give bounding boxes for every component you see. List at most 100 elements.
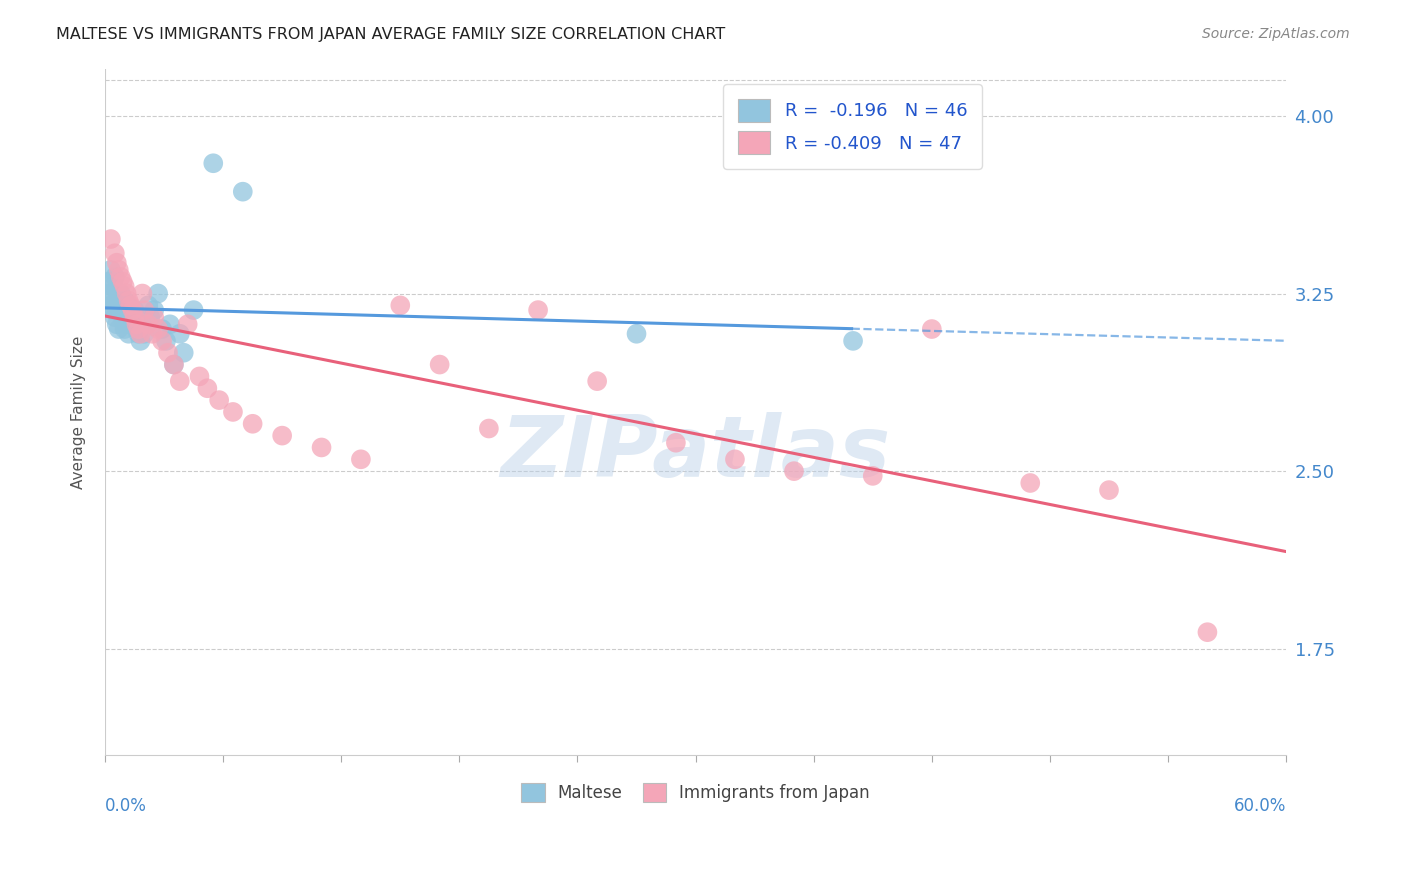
Point — [120, 310, 142, 325]
Y-axis label: Average Family Size: Average Family Size — [72, 335, 86, 489]
Point — [124, 310, 146, 325]
Point — [125, 322, 148, 336]
Point — [100, 263, 122, 277]
Point — [155, 334, 177, 348]
Point — [1098, 483, 1121, 497]
Point — [271, 428, 294, 442]
Point — [110, 269, 132, 284]
Point — [96, 286, 118, 301]
Point — [107, 293, 129, 308]
Legend: Maltese, Immigrants from Japan: Maltese, Immigrants from Japan — [515, 776, 877, 809]
Point — [131, 286, 153, 301]
Point — [124, 303, 146, 318]
Point — [527, 303, 550, 318]
Point — [626, 326, 648, 341]
Point — [183, 303, 205, 318]
Point — [121, 318, 143, 332]
Text: Source: ZipAtlas.com: Source: ZipAtlas.com — [1202, 27, 1350, 41]
Point — [586, 374, 609, 388]
Point — [107, 322, 129, 336]
Point — [783, 464, 806, 478]
Point — [208, 393, 231, 408]
Point — [111, 275, 134, 289]
Point — [101, 279, 124, 293]
Point — [242, 417, 264, 431]
Point — [176, 318, 198, 332]
Point — [143, 310, 166, 325]
Point — [104, 246, 127, 260]
Point — [120, 298, 142, 312]
Point — [111, 298, 134, 312]
Point — [146, 286, 169, 301]
Point — [143, 303, 166, 318]
Point — [136, 318, 159, 332]
Point — [156, 345, 179, 359]
Point — [134, 303, 156, 318]
Point — [121, 303, 143, 318]
Point — [1197, 625, 1219, 640]
Point — [107, 263, 129, 277]
Point — [100, 232, 122, 246]
Point — [125, 318, 148, 332]
Point — [159, 318, 181, 332]
Point — [115, 303, 138, 318]
Point — [136, 298, 159, 312]
Point — [127, 326, 149, 341]
Point — [127, 322, 149, 336]
Point — [110, 286, 132, 301]
Point — [232, 185, 254, 199]
Point — [97, 275, 120, 289]
Point — [188, 369, 211, 384]
Point — [117, 293, 139, 308]
Point — [139, 310, 162, 325]
Point — [105, 256, 128, 270]
Point — [173, 345, 195, 359]
Point — [146, 322, 169, 336]
Point — [100, 298, 122, 312]
Point — [104, 269, 127, 284]
Point — [115, 318, 138, 332]
Point — [134, 326, 156, 341]
Point — [150, 322, 173, 336]
Point — [478, 421, 501, 435]
Point — [150, 334, 173, 348]
Point — [131, 318, 153, 332]
Point — [111, 310, 134, 325]
Text: MALTESE VS IMMIGRANTS FROM JAPAN AVERAGE FAMILY SIZE CORRELATION CHART: MALTESE VS IMMIGRANTS FROM JAPAN AVERAGE… — [56, 27, 725, 42]
Point — [117, 326, 139, 341]
Point — [163, 358, 186, 372]
Point — [665, 435, 688, 450]
Point — [862, 468, 884, 483]
Text: ZIPatlas: ZIPatlas — [501, 411, 891, 495]
Point — [129, 334, 152, 348]
Point — [101, 303, 124, 318]
Point — [429, 358, 451, 372]
Point — [389, 298, 412, 312]
Point — [110, 303, 132, 318]
Text: 60.0%: 60.0% — [1234, 797, 1286, 814]
Point — [104, 310, 127, 325]
Point — [114, 322, 136, 336]
Point — [921, 322, 943, 336]
Point — [724, 452, 747, 467]
Point — [195, 381, 218, 395]
Point — [115, 286, 138, 301]
Point — [114, 293, 136, 308]
Point — [129, 326, 152, 341]
Text: 0.0%: 0.0% — [105, 797, 146, 814]
Point — [311, 441, 333, 455]
Point — [105, 318, 128, 332]
Point — [842, 334, 865, 348]
Point — [1019, 475, 1042, 490]
Point — [141, 326, 163, 341]
Point — [117, 298, 139, 312]
Point — [105, 284, 128, 298]
Point — [97, 293, 120, 308]
Point — [169, 374, 191, 388]
Point — [202, 156, 225, 170]
Point — [222, 405, 245, 419]
Point — [163, 358, 186, 372]
Point — [114, 279, 136, 293]
Point — [350, 452, 373, 467]
Point — [169, 326, 191, 341]
